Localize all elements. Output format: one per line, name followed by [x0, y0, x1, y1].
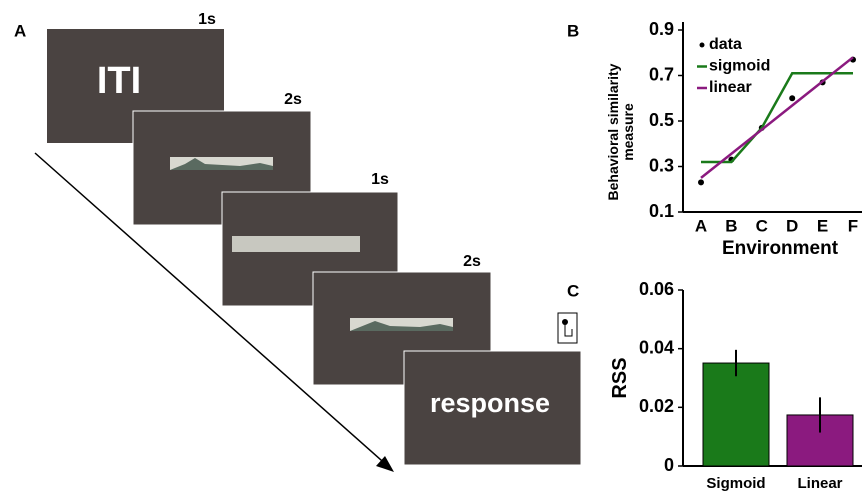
panel-label: B: [567, 21, 579, 40]
x-tick-label: E: [817, 216, 828, 235]
y-tick-label: 0.02: [639, 396, 674, 416]
bar: [703, 363, 769, 466]
figure-canvas: A B C ITI 1s 2s 1s 2s response 0.1 0.3 0.5…: [0, 0, 862, 496]
panel-label: C: [567, 281, 579, 300]
x-tick-label: A: [695, 216, 707, 235]
screen-text: ITI: [97, 60, 141, 102]
y-axis-label: Behavioral similarity measure: [606, 62, 646, 202]
y-tick-label: 0.5: [649, 110, 674, 130]
x-tick-label: C: [756, 216, 768, 235]
duration: 1s: [198, 11, 216, 28]
x-tick-label: D: [786, 216, 798, 235]
y-tick-label: 0: [664, 455, 674, 475]
y-axis-label: RSS: [610, 348, 634, 408]
panel-label: A: [14, 21, 26, 40]
x-tick-label: F: [848, 216, 858, 235]
legend-label: data: [709, 36, 742, 53]
y-tick-label: 0.06: [639, 279, 674, 299]
y-tick-label: 0.3: [649, 155, 674, 175]
y-tick-label: 0.9: [649, 19, 674, 39]
screen-text: response: [430, 388, 550, 418]
y-tick-label: 0.7: [649, 64, 674, 84]
data-point: [698, 179, 704, 185]
data-point: [789, 95, 795, 101]
duration: 1s: [371, 171, 389, 188]
legend-label: sigmoid: [709, 58, 770, 75]
legend-marker: [700, 43, 705, 48]
duration: 2s: [463, 253, 481, 270]
y-tick-label: 0.04: [639, 337, 674, 357]
x-tick-label: Linear: [797, 475, 842, 492]
x-tick-label: B: [725, 216, 737, 235]
duration: 2s: [284, 91, 302, 108]
x-tick-label: Sigmoid: [706, 475, 765, 492]
series-line: [701, 57, 853, 178]
legend-label: linear: [709, 79, 752, 96]
gray-mask: [232, 236, 360, 252]
hand-icon: [558, 313, 577, 343]
x-axis-label: Environment: [722, 238, 839, 259]
figure: A B C ITI 1s 2s 1s 2s response 0.1 0.3 0.5…: [0, 0, 862, 496]
y-tick-label: 0.1: [649, 201, 674, 221]
